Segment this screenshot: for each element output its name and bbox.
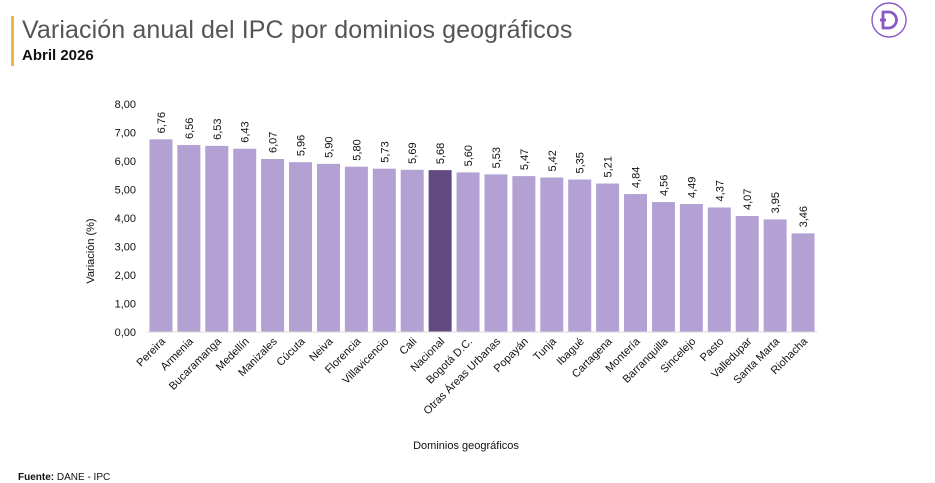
value-label: 5,53 [491, 147, 503, 168]
value-label: 5,73 [379, 141, 391, 162]
x-axis-title: Dominios geográficos [413, 440, 519, 452]
source-value: DANE - IPC [56, 472, 111, 483]
bar [372, 168, 396, 332]
y-tick-label: 8,00 [115, 99, 136, 111]
bar [679, 204, 703, 332]
value-label: 5,35 [575, 152, 587, 173]
value-label: 5,60 [463, 145, 475, 166]
bar [177, 145, 201, 332]
source-label: Fuente: [18, 472, 55, 483]
bar [791, 233, 815, 332]
value-label: 4,07 [742, 189, 754, 210]
y-axis: 0,00 1,00 2,00 3,00 4,00 5,00 6,00 7,00 8,00 [115, 99, 136, 339]
bar-chart: 0,00 1,00 2,00 3,00 4,00 5,00 6,00 7,00 8,00 6,7… [85, 99, 817, 452]
value-label: 3,95 [770, 192, 782, 213]
d-logo-icon [871, 2, 907, 38]
y-tick-label: 2,00 [115, 270, 136, 282]
value-labels: 6,76 6,56 6,53 6,43 6,07 5,96 5,90 5,80 5,73 5,69… [156, 112, 810, 227]
chart-subtitle: Abril 2026 [22, 47, 94, 64]
bar [428, 170, 452, 332]
bar [205, 145, 229, 332]
bar [344, 166, 368, 332]
bar [512, 176, 536, 332]
value-label: 6,53 [212, 118, 224, 139]
y-axis-title: Variación (%) [85, 218, 97, 283]
bar [484, 174, 508, 332]
value-label: 5,80 [351, 139, 363, 160]
bar [400, 169, 424, 332]
value-label: 5,69 [407, 142, 419, 163]
value-label: 6,76 [156, 112, 168, 133]
value-label: 5,96 [296, 135, 308, 156]
y-tick-label: 1,00 [115, 299, 136, 311]
bar [568, 179, 592, 332]
y-tick-label: 5,00 [115, 185, 136, 197]
value-label: 6,43 [240, 121, 252, 142]
y-tick-label: 4,00 [115, 213, 136, 225]
x-tick-label: Cúcuta [275, 335, 309, 369]
value-label: 4,37 [714, 180, 726, 201]
y-tick-label: 7,00 [115, 128, 136, 140]
value-label: 6,56 [184, 118, 196, 139]
title-accent-bar [11, 16, 14, 66]
bar [233, 148, 257, 332]
value-label: 4,49 [686, 177, 698, 198]
bar [763, 219, 787, 332]
bar [707, 207, 731, 332]
bar [316, 163, 340, 332]
y-tick-label: 3,00 [115, 242, 136, 254]
bar [261, 159, 285, 332]
value-label: 5,47 [519, 149, 531, 170]
bar [289, 162, 313, 332]
bar [149, 139, 173, 332]
bar [624, 194, 648, 332]
x-axis-labels: PereiraArmeniaBucaramangaMedellínManizal… [135, 335, 811, 418]
value-label: 4,84 [631, 167, 643, 188]
value-label: 5,68 [435, 143, 447, 164]
value-label: 3,46 [798, 206, 810, 227]
bars [149, 139, 815, 332]
bar [456, 172, 480, 332]
value-label: 4,56 [658, 175, 670, 196]
bar [735, 216, 759, 332]
bar [596, 183, 620, 332]
y-tick-label: 0,00 [115, 327, 136, 339]
value-label: 5,21 [603, 156, 615, 177]
value-label: 5,42 [547, 150, 559, 171]
source-note: Fuente: DANE - IPC [18, 472, 110, 483]
bar [651, 202, 675, 332]
value-label: 5,90 [323, 136, 335, 157]
bar [540, 177, 564, 332]
chart-title: Variación anual del IPC por dominios geo… [22, 16, 573, 44]
value-label: 6,07 [268, 132, 280, 153]
x-tick-label: Cali [397, 336, 419, 358]
y-tick-label: 6,00 [115, 156, 136, 168]
